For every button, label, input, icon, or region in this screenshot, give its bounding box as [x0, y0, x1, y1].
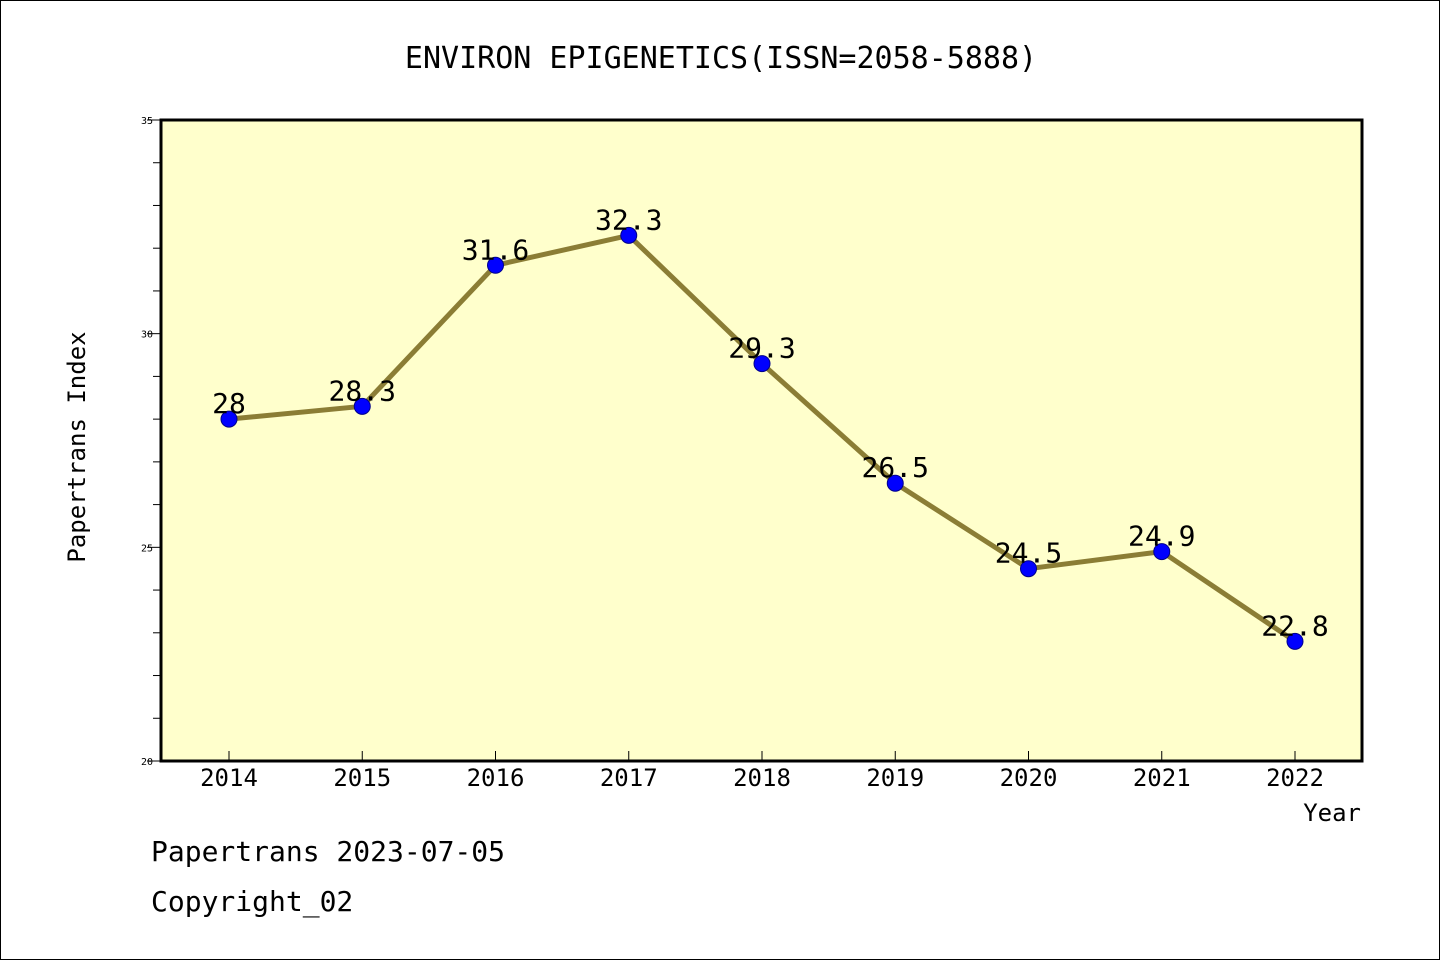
data-point [1153, 543, 1171, 561]
x-tick-label: 2022 [1266, 764, 1324, 792]
x-tick-label: 2014 [200, 764, 258, 792]
x-tick-label: 2018 [733, 764, 791, 792]
plot-area [159, 118, 1364, 763]
data-point [1286, 632, 1304, 650]
data-point [220, 410, 238, 428]
x-tick-label: 2019 [866, 764, 924, 792]
y-axis: 20 25 30 35 [141, 116, 161, 768]
x-axis-label: Year [1303, 799, 1361, 827]
x-tick-label: 2015 [333, 764, 391, 792]
chart-title: ENVIRON EPIGENETICS(ISSN=2058-5888) [405, 41, 1037, 76]
y-tick-label: 35 [141, 116, 153, 127]
y-axis-label: Papertrans Index [63, 331, 91, 562]
y-tick-label: 25 [141, 543, 153, 554]
data-label: 24.9 [1128, 520, 1195, 553]
data-label: 24.5 [995, 537, 1062, 570]
data-point [886, 474, 904, 492]
y-tick-label: 20 [141, 757, 153, 768]
data-points [220, 226, 1304, 650]
copyright-text: Copyright_02 [151, 885, 354, 918]
data-point [620, 226, 638, 244]
x-tick-label: 2020 [1000, 764, 1058, 792]
data-label: 31.6 [462, 233, 529, 266]
x-axis: 2014 2015 2016 2017 2018 2019 2020 2021 2022 [200, 751, 1324, 792]
source-date-text: Papertrans 2023-07-05 [151, 835, 506, 868]
data-point [353, 397, 371, 415]
data-label: 29.3 [728, 332, 795, 365]
data-point [753, 355, 771, 373]
data-label: 22.8 [1261, 609, 1328, 642]
data-label: 28 [212, 387, 246, 420]
data-point [1020, 560, 1037, 578]
x-tick-label: 2017 [600, 764, 658, 792]
data-point [487, 256, 504, 274]
data-label: 32.3 [595, 203, 662, 236]
x-tick-label: 2021 [1133, 764, 1191, 792]
data-label: 28.3 [329, 374, 396, 407]
y-tick-label: 30 [141, 330, 153, 341]
x-tick-label: 2016 [467, 764, 525, 792]
data-label: 26.5 [862, 451, 929, 484]
data-labels: 28 28.3 31.6 32.3 29.3 26.5 24.5 24.9 22.8 [212, 203, 1329, 642]
